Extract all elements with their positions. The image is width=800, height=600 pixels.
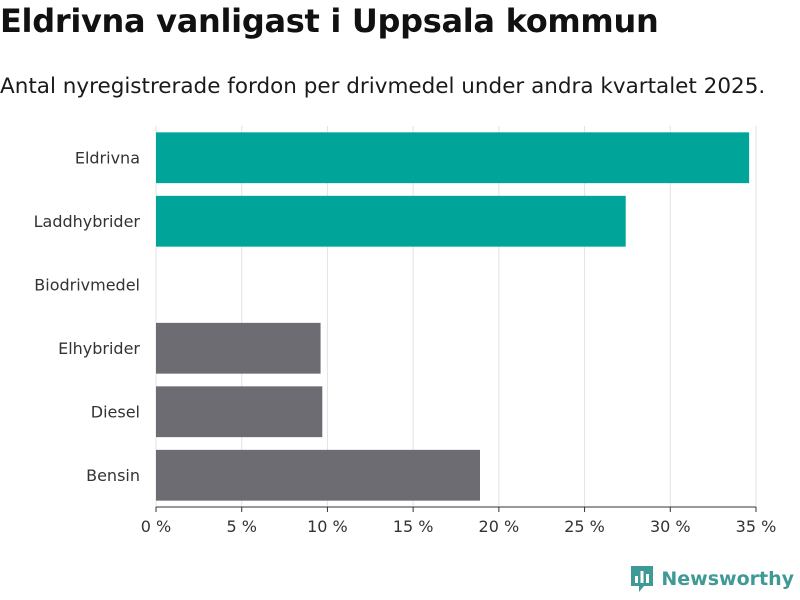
x-tick-label: 10 % bbox=[307, 517, 348, 536]
x-tick-label: 0 % bbox=[141, 517, 171, 536]
bar[interactable] bbox=[156, 322, 321, 374]
brand-name: Newsworthy bbox=[661, 568, 794, 590]
x-tick-label: 15 % bbox=[393, 517, 434, 536]
chart-title: Eldrivna vanligast i Uppsala kommun bbox=[0, 2, 659, 40]
chart-subtitle: Antal nyregistrerade fordon per drivmede… bbox=[0, 74, 766, 99]
bar[interactable] bbox=[156, 132, 750, 184]
category-label: Laddhybrider bbox=[34, 212, 141, 231]
category-label: Bensin bbox=[86, 466, 140, 485]
category-label: Diesel bbox=[91, 402, 140, 421]
x-tick-label: 20 % bbox=[479, 517, 520, 536]
newsworthy-brand: Newsworthy bbox=[629, 564, 794, 594]
x-tick-label: 25 % bbox=[564, 517, 605, 536]
category-label: Eldrivna bbox=[75, 148, 140, 167]
x-tick-label: 30 % bbox=[650, 517, 691, 536]
bar[interactable] bbox=[156, 449, 480, 501]
category-label: Biodrivmedel bbox=[34, 275, 140, 294]
bar[interactable] bbox=[156, 195, 626, 247]
x-tick-label: 35 % bbox=[736, 517, 777, 536]
x-tick-label: 5 % bbox=[226, 517, 256, 536]
newsworthy-logo-icon bbox=[631, 566, 654, 592]
category-label: Elhybrider bbox=[58, 339, 140, 358]
bar[interactable] bbox=[156, 386, 323, 438]
